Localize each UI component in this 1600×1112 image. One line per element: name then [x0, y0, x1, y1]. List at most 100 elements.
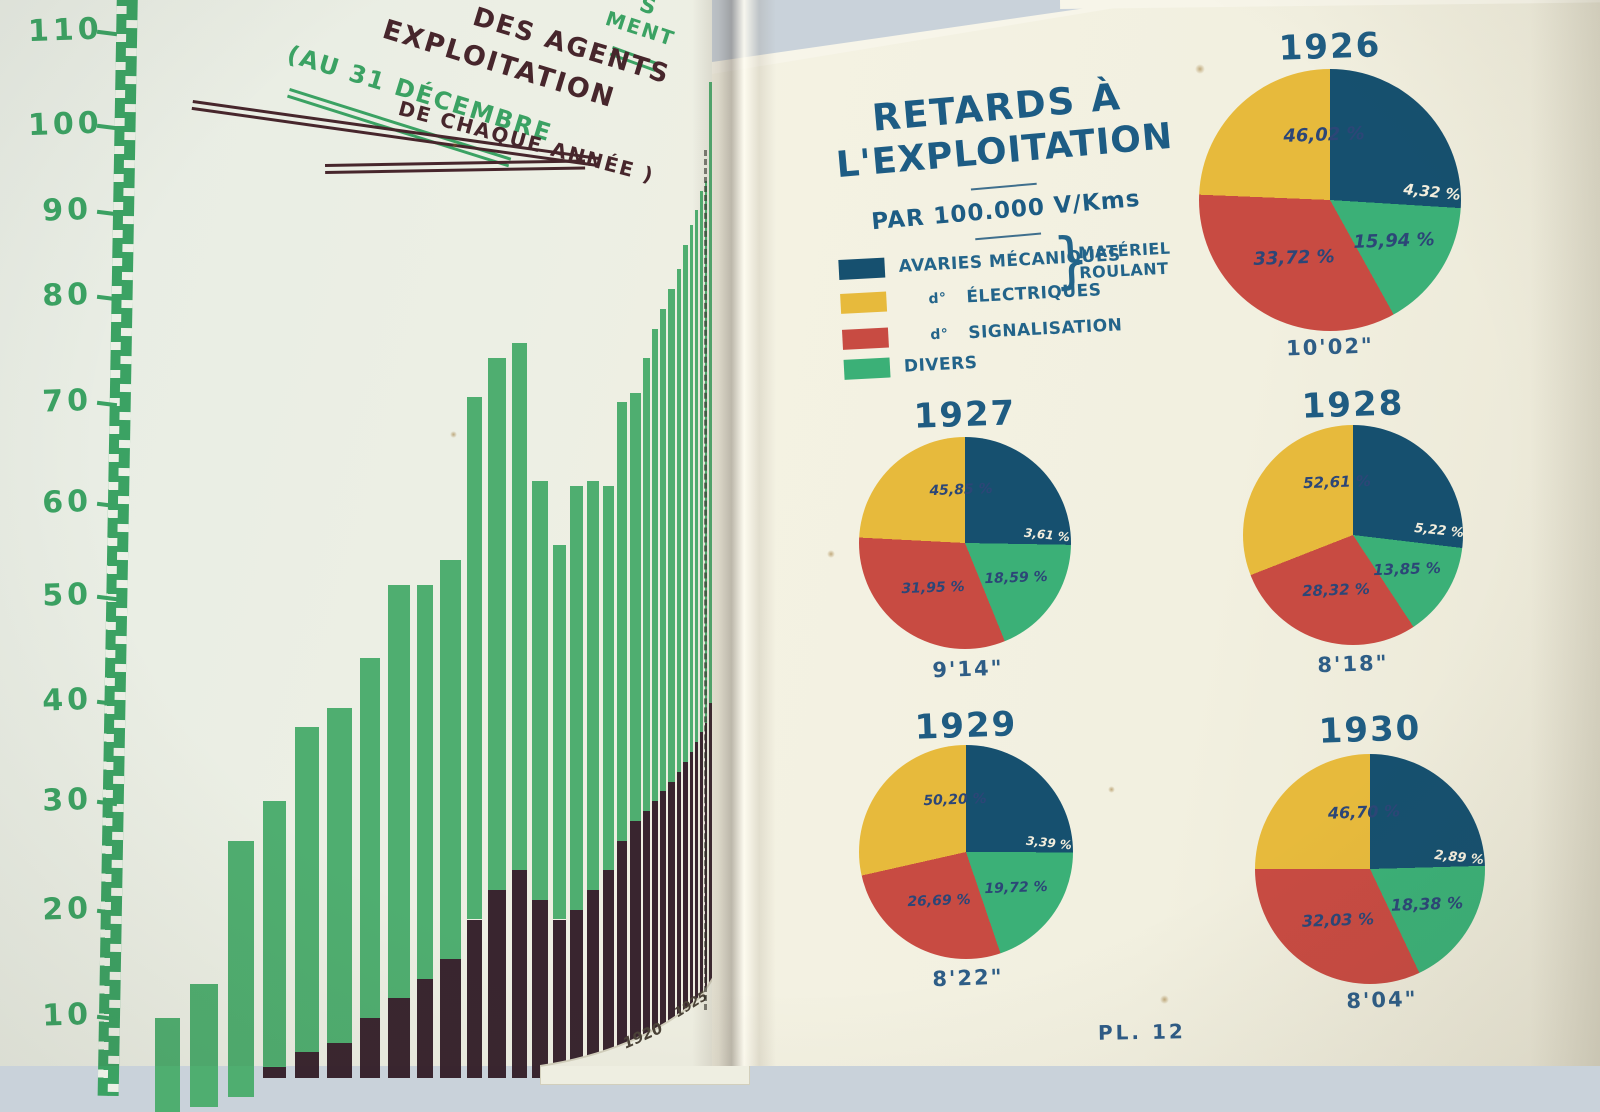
bar-green-1928: [700, 190, 703, 733]
bar-green-1922: [660, 308, 666, 792]
bar-dark-1921: [652, 801, 658, 1078]
bar-dark-1906: [360, 1018, 381, 1078]
pie-1928-label-divers: 13,85 %: [1373, 558, 1442, 579]
bar-green-1918: [617, 402, 628, 841]
bar-dark-1918: [617, 840, 628, 1078]
pie-1927-label-divers: 18,59 %: [983, 568, 1048, 587]
bar-green-1911: [488, 358, 507, 890]
bar-green-1903: [263, 801, 287, 1068]
bar-dark-1917: [603, 870, 614, 1078]
legend-row-electriques: d° ÉLECTRIQUES: [840, 280, 1102, 316]
bar-dark-1924: [677, 771, 681, 1078]
bar-dark-1919: [630, 821, 641, 1078]
pie-1930: [1255, 754, 1485, 984]
pie-1927-label-avaries-électriques: 45,85 %: [928, 481, 993, 500]
bar-green-1916: [587, 481, 600, 890]
bar-green-1904: [295, 727, 319, 1053]
pie-1928-label-avaries-électriques: 52,61 %: [1303, 472, 1372, 493]
bar-green-1917: [603, 486, 614, 871]
bar-dark-1910: [467, 919, 482, 1078]
bar-dark-1913: [532, 899, 549, 1078]
bar-dark-1920: [643, 811, 650, 1078]
y-tick-label-100: 100: [27, 105, 104, 144]
y-tick-label-50: 50: [41, 576, 93, 614]
y-tick-label-90: 90: [41, 191, 93, 229]
bar-green-1909: [440, 559, 461, 959]
pie-year-1928: 1928: [1301, 383, 1405, 427]
legend-row-divers: DIVERS: [843, 353, 978, 382]
bar-dark-1925: [683, 761, 688, 1078]
legend: AVARIES MÉCANIQUES d° ÉLECTRIQUES d° SIG…: [838, 223, 1204, 384]
bar-green-1919: [630, 392, 641, 821]
bar-dark-1915: [570, 909, 583, 1078]
legend-ditto: d°: [928, 290, 947, 308]
pie-1929-label-avaries-électriques: 50,20 %: [922, 790, 987, 809]
bar-green-1913: [532, 481, 549, 900]
bar-dark-1916: [587, 889, 600, 1078]
pie-1929-label-signalisation: 26,69 %: [906, 891, 971, 910]
bar-green-1905: [327, 707, 352, 1043]
legend-row-mecaniques: AVARIES MÉCANIQUES: [838, 245, 1121, 282]
title-rule-2: [975, 232, 1042, 241]
legend-label: SIGNALISATION: [967, 315, 1123, 344]
y-tick-label-70: 70: [41, 382, 93, 420]
pie-1929: [859, 745, 1073, 959]
pie-1927-label-signalisation: 31,95 %: [901, 578, 965, 598]
pie-1926: [1199, 69, 1461, 331]
pie-1928: [1243, 425, 1463, 645]
bar-dark-1903: [263, 1067, 287, 1078]
pie-1928-label-signalisation: 28,32 %: [1301, 579, 1370, 600]
left-book-page: 1920 1925 110 100 90 80 70 60 50 40 30 20 10 S MEN…: [0, 0, 750, 1112]
bar-green-1912: [512, 343, 527, 871]
fold-dashed-line: [704, 150, 707, 1010]
legend-swatch-green: [843, 357, 891, 380]
legend-group-label-2: ROULANT: [1078, 258, 1169, 283]
pie-1929-label-divers: 19,72 %: [984, 879, 1049, 898]
bar-green-1906: [360, 658, 381, 1018]
pie-1930-label-avaries-électriques: 46,70 %: [1327, 801, 1401, 823]
bar-green-1900: [155, 1018, 180, 1112]
pie-1930-label-divers: 18,38 %: [1390, 893, 1464, 915]
bar-green-1924: [677, 269, 681, 772]
pie-1927: [859, 437, 1071, 649]
bar-dark-1926: [690, 752, 693, 1078]
bar-green-1901: [190, 983, 219, 1107]
legend-ditto: d°: [929, 326, 949, 344]
bar-dark-1923: [668, 781, 675, 1078]
bar-dark-1907: [388, 998, 410, 1078]
bar-green-1920: [643, 358, 650, 812]
bar-dark-1911: [488, 889, 507, 1078]
bar-green-1914: [553, 545, 566, 920]
bar-green-1910: [467, 397, 482, 920]
bar-dark-1912: [512, 870, 527, 1078]
pie-1926-label-signalisation: 33,72 %: [1253, 246, 1336, 270]
bar-dark-1914: [553, 919, 566, 1078]
y-tick-label-40: 40: [41, 681, 93, 719]
bar-green-1927: [695, 210, 698, 743]
y-tick-label-60: 60: [41, 483, 93, 521]
bar-green-1926: [690, 225, 693, 753]
bar-green-1923: [668, 289, 675, 782]
bar-dark-1922: [660, 791, 666, 1078]
bar-green-1907: [388, 584, 410, 999]
pie-1930-label-signalisation: 32,03 %: [1301, 908, 1375, 931]
pie-year-1927: 1927: [913, 393, 1017, 437]
legend-swatch-yellow: [840, 291, 888, 314]
y-tick-label-30: 30: [41, 781, 93, 819]
legend-label: DIVERS: [903, 352, 978, 377]
bar-green-1925: [683, 244, 688, 762]
stacked-bar-chart: [0, 0, 716, 1112]
y-tick-label-10: 10: [41, 996, 93, 1034]
pie-1926-label-divers: 15,94 %: [1353, 228, 1436, 253]
bar-green-1908: [417, 584, 434, 979]
pie-year-1930: 1930: [1318, 708, 1422, 752]
right-page-title-block: RETARDS À L'EXPLOITATION PAR 100.000 V/K…: [831, 72, 1175, 262]
bar-dark-1905: [327, 1042, 352, 1078]
legend-swatch-blue: [838, 257, 886, 280]
pie-year-1929: 1929: [914, 704, 1018, 748]
pie-1926-label-avaries-électriques: 46,02 %: [1283, 122, 1366, 147]
bar-dark-1908: [417, 978, 434, 1078]
legend-row-signalisation: d° SIGNALISATION: [841, 315, 1123, 352]
bar-green-1915: [570, 486, 583, 910]
right-title-subtitle: PAR 100.000 V/Kms: [870, 185, 1142, 236]
